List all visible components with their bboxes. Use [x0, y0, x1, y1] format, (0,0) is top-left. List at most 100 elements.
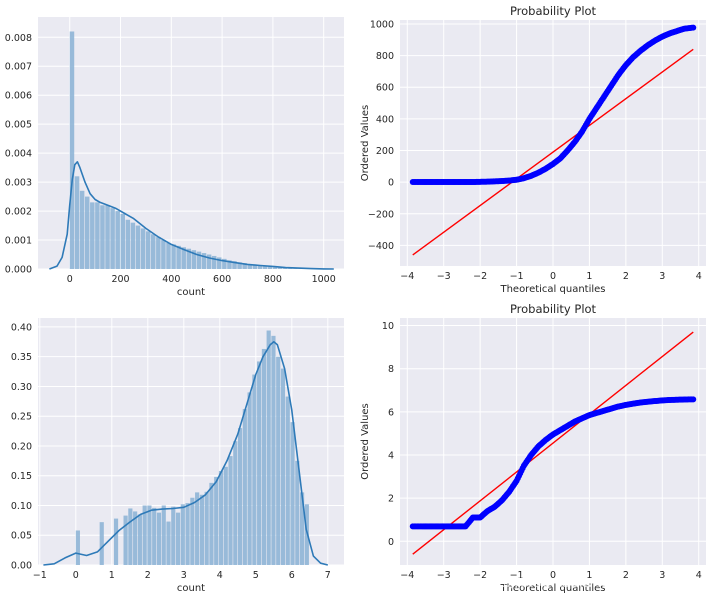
y-tick-label: −200 — [368, 209, 394, 220]
histogram-bar — [113, 518, 119, 565]
histogram-bar — [133, 511, 138, 565]
x-tick-label: 0 — [550, 271, 556, 282]
x-tick-label: 3 — [659, 271, 665, 282]
histogram-bar — [242, 263, 247, 269]
x-tick-label: 3 — [659, 570, 665, 581]
histogram-bar — [257, 361, 262, 565]
histogram-bar — [277, 267, 283, 269]
probability-plot-raw: −4 −3 −2 −1 0 1 2 3 4 −400 −200 0 200 400 600 800 1000 Pr… — [360, 4, 706, 295]
y-tick-label: 0.05 — [11, 531, 32, 542]
histogram-bar — [79, 190, 85, 269]
y-tick-label: 200 — [376, 146, 394, 157]
histogram-bar — [74, 176, 80, 269]
y-tick-label: 0.20 — [11, 441, 32, 452]
histogram-bar — [299, 492, 305, 565]
y-tick-label: 0.005 — [5, 120, 32, 131]
x-axis-label: Theoretical quantiles — [499, 284, 605, 295]
watermark: https://blog.csdn.net/qq_14959801 — [470, 575, 716, 591]
y-axis-label: Ordered Values — [360, 403, 371, 480]
y-tick-label: 0.008 — [5, 33, 32, 44]
x-tick-label: −2 — [473, 570, 487, 581]
histogram-bar — [110, 208, 115, 269]
histogram-bar — [199, 494, 204, 565]
x-tick-label: −3 — [437, 570, 451, 581]
histogram-bar — [125, 219, 131, 269]
x-tick-label: 200 — [111, 274, 129, 285]
x-tick-label: 4 — [696, 570, 702, 581]
y-tick-label: 1000 — [370, 19, 394, 30]
y-tick-label: 6 — [388, 407, 394, 418]
histogram-bar — [252, 374, 257, 565]
histogram-count-raw: 0 200 400 600 800 1000 0.000 0.001 0.002 0.003 0.0… — [5, 17, 344, 298]
histogram-bar — [237, 262, 242, 269]
histogram-bar — [252, 264, 258, 269]
histogram-bar — [145, 231, 151, 269]
x-tick-label: 2 — [623, 271, 629, 282]
histogram-bar — [261, 348, 266, 565]
histogram-bar — [135, 225, 141, 269]
histogram-bar — [196, 251, 202, 269]
histogram-bar — [191, 250, 197, 269]
histogram-bar — [166, 242, 171, 269]
histogram-bar — [161, 505, 166, 565]
x-tick-label: 2 — [145, 570, 151, 581]
histogram-bar — [171, 244, 176, 269]
y-tick-label: 0.002 — [5, 207, 32, 218]
y-tick-label: 0.000 — [5, 265, 32, 276]
histogram-bar — [267, 266, 273, 269]
x-tick-label: −4 — [400, 271, 414, 282]
x-tick-label: 1 — [586, 570, 592, 581]
histogram-bar — [137, 514, 142, 565]
histogram-bar — [175, 512, 181, 565]
probability-plot-log: −4 −3 −2 −1 0 1 2 3 4 0 2 4 6 8 10 Probability Plot Theo… — [360, 302, 706, 594]
histogram-bar — [156, 512, 162, 565]
histogram-bar — [140, 228, 146, 269]
histogram-bar — [90, 202, 95, 269]
y-tick-label: 0.10 — [11, 501, 32, 512]
histogram-bar — [232, 261, 237, 269]
histogram-bar — [257, 265, 263, 269]
y-tick-label: 0.00 — [11, 561, 32, 572]
x-tick-label: 0 — [67, 274, 73, 285]
histogram-bar — [262, 266, 268, 269]
y-tick-label: 0.15 — [11, 471, 32, 482]
histogram-bar — [214, 476, 219, 565]
x-tick-label: 3 — [181, 570, 187, 581]
histogram-bar — [69, 31, 75, 270]
histogram-count-log: −1 0 1 2 3 4 5 6 7 0.00 0.05 0.10 0.15 0.20 0.25 0.30 0.… — [11, 318, 344, 594]
y-tick-label: 0.30 — [11, 382, 32, 393]
histogram-bar — [204, 491, 209, 565]
chart-title: Probability Plot — [510, 302, 597, 316]
x-tick-label: 4 — [696, 271, 702, 282]
x-tick-label: 0 — [73, 570, 79, 581]
x-tick-label: 400 — [162, 274, 180, 285]
histogram-bar — [247, 264, 252, 269]
histogram-bar — [128, 508, 133, 565]
histogram-bar — [233, 441, 238, 565]
histogram-bar — [171, 506, 176, 565]
histogram-bar — [228, 456, 233, 565]
y-tick-label: 2 — [388, 494, 394, 505]
x-tick-label: 5 — [253, 570, 259, 581]
y-tick-label: 4 — [388, 450, 394, 461]
histogram-bar — [99, 522, 104, 565]
histogram-bar — [120, 213, 126, 269]
histogram-bar — [156, 237, 161, 269]
histogram-bar — [105, 205, 110, 269]
y-tick-label: 0.35 — [11, 352, 32, 363]
histogram-bar — [190, 497, 195, 565]
y-tick-label: 0 — [388, 178, 394, 189]
y-tick-label: 0.007 — [5, 62, 32, 73]
qq-point — [690, 24, 697, 31]
x-tick-label: −2 — [473, 271, 487, 282]
y-tick-label: −400 — [368, 241, 394, 252]
histogram-bar — [209, 482, 214, 565]
histogram-bar — [218, 470, 224, 565]
histogram-bar — [195, 492, 200, 565]
y-tick-label: 0.001 — [5, 236, 32, 247]
histogram-bar — [180, 504, 185, 565]
histogram-bar — [223, 466, 228, 565]
histogram-bar — [272, 267, 278, 269]
x-axis-label: Theoretical quantiles — [499, 583, 605, 594]
